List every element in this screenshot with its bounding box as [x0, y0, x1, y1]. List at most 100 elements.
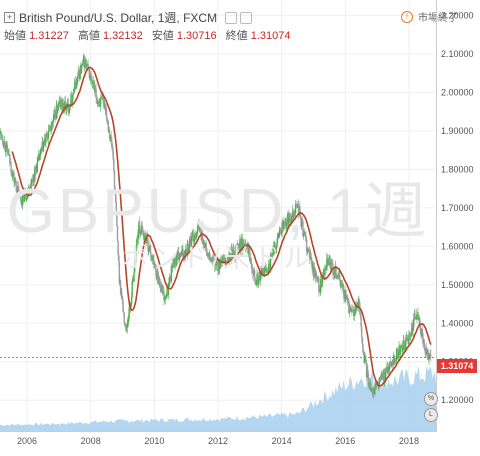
candle-body: [87, 64, 89, 68]
candle-body: [283, 221, 286, 223]
candle-body: [331, 262, 334, 264]
candle-body: [111, 142, 113, 149]
candle-body: [256, 274, 259, 276]
candle-body: [127, 322, 129, 324]
candle-body: [45, 133, 47, 143]
candle-body: [6, 144, 9, 151]
candle-body: [274, 244, 277, 251]
candle-body: [121, 292, 123, 297]
candle-body: [178, 257, 181, 260]
candle-body: [399, 347, 401, 355]
candle-body: [389, 361, 392, 363]
candle-body: [114, 190, 117, 203]
candle-body: [402, 347, 404, 353]
candle-body: [73, 90, 75, 94]
candle-body: [378, 378, 381, 388]
candle-body: [1, 138, 4, 140]
candle-body: [345, 294, 347, 300]
candle-body: [234, 251, 236, 258]
candle-body: [165, 296, 167, 298]
chart-title: British Pound/U.S. Dollar, 1週, FXCM: [19, 11, 218, 25]
candle-body: [278, 228, 281, 234]
candle-body: [70, 93, 73, 103]
candle-body: [72, 94, 74, 101]
candle-body: [58, 102, 60, 105]
settings-icon[interactable]: [225, 11, 238, 24]
candle-body: [51, 122, 54, 126]
candle-body: [335, 266, 337, 278]
candle-body: [50, 121, 53, 131]
y-tick-label: 1.60000: [441, 241, 474, 251]
candle-body: [182, 248, 184, 257]
candle-body: [54, 118, 57, 120]
candle-body: [315, 272, 318, 280]
candle-body: [193, 235, 196, 240]
candle-body: [220, 260, 222, 268]
candle-body: [118, 254, 120, 262]
candle-body: [422, 333, 424, 344]
close-icon[interactable]: [240, 11, 253, 24]
candle-body: [140, 226, 143, 235]
candle-body: [43, 142, 45, 145]
candle-body: [190, 236, 193, 246]
candle-body: [148, 250, 150, 252]
candle-body: [133, 259, 136, 273]
candle-body: [226, 260, 229, 262]
candle-body: [26, 198, 28, 200]
candle-body: [157, 274, 160, 284]
candle-body: [360, 317, 362, 327]
candle-body: [212, 258, 215, 260]
candle-body: [308, 250, 310, 252]
candle-body: [67, 104, 70, 114]
candle-body: [15, 185, 18, 193]
candle-body: [0, 131, 2, 135]
candle-body: [39, 149, 42, 156]
candle-body: [255, 284, 258, 286]
candle-body: [107, 121, 110, 132]
candle-body: [294, 204, 297, 214]
candle-body: [102, 95, 104, 99]
expand-icon[interactable]: +: [4, 12, 15, 23]
percent-scale-button[interactable]: %: [424, 392, 438, 406]
candle-body: [359, 314, 362, 318]
candle-body: [95, 88, 97, 98]
candle-body: [205, 243, 207, 252]
candle-body: [49, 126, 51, 131]
candle-body: [194, 235, 196, 237]
market-status-text: 市場終了: [418, 13, 458, 24]
candle-body: [403, 339, 405, 351]
candle-body: [68, 110, 70, 114]
candle-body: [37, 157, 39, 162]
candle-body: [23, 194, 26, 202]
candle-body: [168, 282, 170, 287]
log-scale-button[interactable]: L: [424, 408, 438, 422]
candle-body: [271, 252, 273, 255]
candle-body: [430, 354, 432, 357]
candle-body: [307, 248, 310, 251]
candle-body: [74, 81, 76, 88]
candle-body: [209, 253, 211, 258]
candle-body: [210, 259, 212, 262]
x-tick-label: 2010: [144, 436, 164, 446]
candle-body: [171, 266, 173, 268]
candle-body: [222, 258, 224, 262]
candle-body: [358, 299, 360, 303]
candle-body: [276, 238, 278, 247]
candle-body: [361, 337, 364, 344]
ohlc-open-value: 1.31227: [29, 30, 69, 42]
candle-body: [419, 325, 422, 333]
candle-body: [349, 304, 351, 311]
candle-body: [419, 318, 421, 326]
clock-icon: !: [401, 10, 413, 23]
candle-body: [53, 113, 55, 121]
candle-body: [424, 343, 426, 351]
candle-body: [106, 118, 108, 120]
candle-body: [357, 299, 360, 307]
candle-body: [272, 250, 274, 256]
candle-body: [64, 100, 66, 109]
candle-body: [265, 268, 267, 272]
candle-body: [50, 130, 52, 132]
candle-body: [12, 174, 14, 178]
